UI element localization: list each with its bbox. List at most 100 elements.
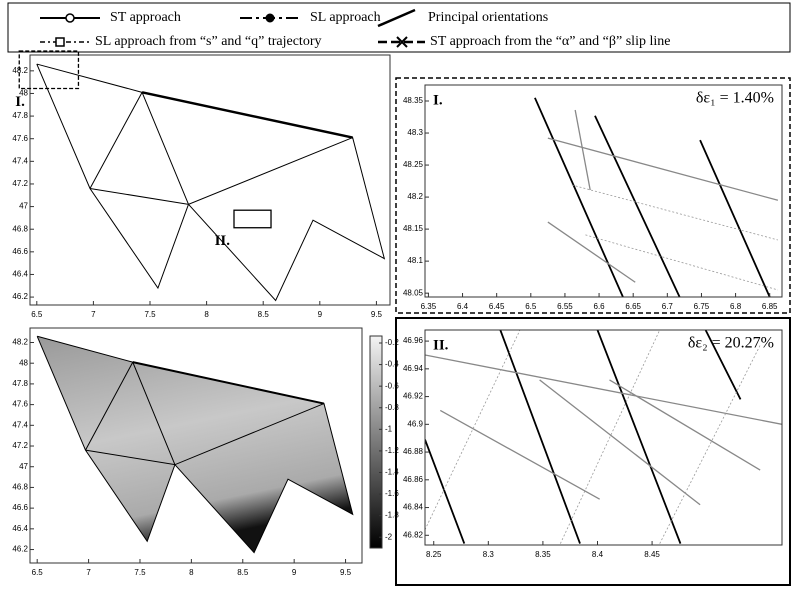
y-tick-label: 46.6 [12,247,28,256]
x-tick-label: 6.65 [625,302,641,311]
colorbar-tick-label: -1.8 [385,511,399,520]
x-tick-label: 6.35 [421,302,437,311]
colorbar-tick-label: -0.8 [385,403,399,412]
contour-fill [37,336,353,553]
x-tick-label: 6.8 [730,302,742,311]
x-tick-label: 7 [86,568,91,577]
y-tick-label: 46.4 [12,270,28,279]
y-tick-label: 47 [19,202,28,211]
y-tick-label: 46.4 [12,524,28,533]
plot-content [534,97,779,297]
panel-label: II. [433,337,449,353]
y-tick-label: 46.96 [403,336,424,345]
x-tick-label: 9.5 [371,310,383,319]
x-tick-label: 6.6 [594,302,606,311]
x-tick-label: 6.4 [457,302,469,311]
line [547,109,779,283]
colorbar-tick-label: -2 [385,532,393,541]
line [36,335,354,554]
x-tick-label: 6.75 [694,302,710,311]
x-tick-label: 7.5 [144,310,156,319]
plot-content [425,330,782,544]
y-tick-label: 48.3 [407,128,423,137]
plot-frame [424,84,783,298]
line [36,63,386,302]
plot-area [425,330,782,545]
y-tick-label: 48.2 [12,338,28,347]
x-tick-label: 8.35 [535,550,551,559]
x-tick-label: 7 [91,310,96,319]
panel-label: I. [433,92,443,108]
legend-symbols [40,8,425,48]
y-tick-label: 47.2 [12,441,28,450]
y-tick-label: 46.82 [403,530,424,539]
y-tick-label: 47 [19,462,28,471]
legend-label: Principal orientations [428,10,548,25]
x-tick-label: 8.4 [592,550,604,559]
x-tick-label: 6.55 [557,302,573,311]
x-tick-label: 6.5 [31,310,43,319]
x-tick-label: 8.25 [426,550,442,559]
colorbar-tick-label: -1 [385,424,393,433]
x-tick-label: 6.45 [489,302,505,311]
zoom-box [233,209,272,229]
y-tick-label: 47.6 [12,134,28,143]
line [425,330,761,544]
colorbar-tick-label: -0.2 [385,338,399,347]
legend-label: ST approach [110,10,181,25]
y-tick-label: 48.05 [403,288,424,297]
plot-area [425,85,782,297]
plot-area [30,55,390,305]
colorbar-tick-label: -1.4 [385,468,399,477]
y-tick-label: 48.2 [12,66,28,75]
x-tick-label: 9.5 [340,568,352,577]
annotation: δε₂ = 20.27% [688,335,774,352]
x-tick-label: 9 [292,568,297,577]
x-tick-label: 8.3 [483,550,495,559]
y-tick-label: 48.2 [407,192,423,201]
y-tick-label: 48.15 [403,224,424,233]
x-tick-label: 7.5 [134,568,146,577]
x-tick-label: 9 [318,310,323,319]
y-tick-label: 46.2 [12,545,28,554]
colorbar-tick-label: -1.2 [385,446,399,455]
y-tick-label: 46.86 [403,475,424,484]
x-tick-label: 8.45 [644,550,660,559]
x-tick-label: 6.5 [32,568,44,577]
y-tick-label: 48.25 [403,160,424,169]
y-tick-label: 48.35 [403,96,424,105]
y-tick-label: 47.2 [12,179,28,188]
colorbar-tick-label: -1.6 [385,489,399,498]
y-tick-label: 47.4 [12,420,28,429]
y-tick-label: 46.6 [12,503,28,512]
legend-label: SL approach [310,10,381,25]
y-tick-label: 47.6 [12,400,28,409]
y-tick-label: 48.1 [407,256,423,265]
y-tick-label: 46.8 [12,224,28,233]
line [132,361,325,405]
y-tick-label: 47.8 [12,379,28,388]
line [425,330,742,544]
line [425,354,782,506]
plot-content [36,63,386,302]
plot-content [36,335,354,554]
y-tick-label: 46.88 [403,447,424,456]
y-tick-label: 46.92 [403,392,424,401]
y-tick-label: 46.84 [403,503,424,512]
y-tick-label: 47.8 [12,111,28,120]
zoom-label: I. [15,94,25,110]
legend-label: SL approach from “s” and “q” trajectory [95,34,322,49]
zoom-label: II. [215,233,231,249]
x-tick-label: 6.85 [762,302,778,311]
colorbar-tick-label: -0.6 [385,381,399,390]
x-tick-label: 8.5 [258,310,270,319]
panel-border [395,77,791,314]
y-tick-label: 46.8 [12,483,28,492]
line [571,184,779,291]
zoom-box [18,50,80,90]
y-tick-label: 46.9 [407,419,423,428]
x-tick-label: 6.5 [525,302,537,311]
y-tick-label: 46.94 [403,364,424,373]
colorbar [369,335,383,549]
